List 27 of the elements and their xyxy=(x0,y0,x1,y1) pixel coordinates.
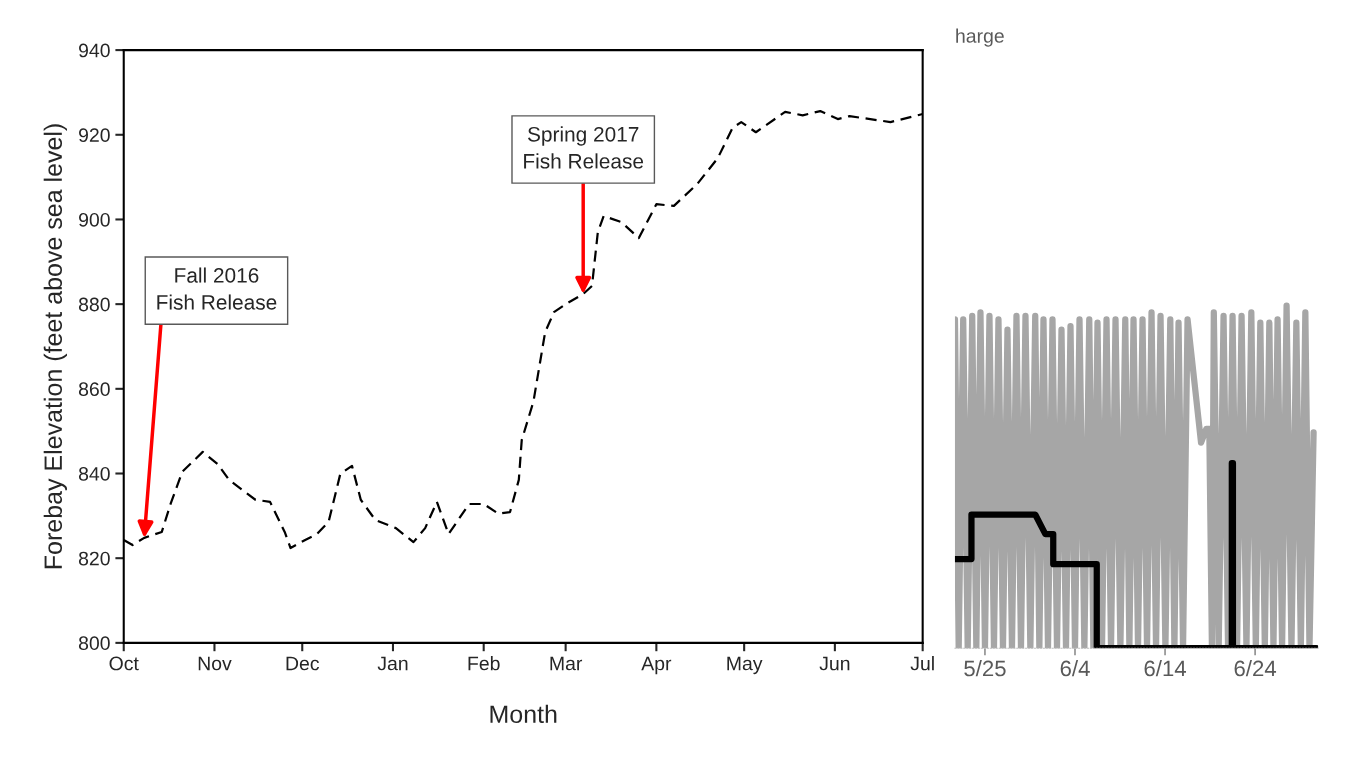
x-tick-label: Nov xyxy=(198,656,232,671)
y-axis-title: Forebay Elevation (feet above sea level) xyxy=(43,124,67,569)
y-tick-label: 860 xyxy=(78,382,110,397)
x-tick-label: Feb xyxy=(468,656,500,671)
y-tick-label: 920 xyxy=(79,128,110,143)
y-tick-label: 880 xyxy=(78,297,110,312)
x-tick-label: Jul xyxy=(910,656,934,671)
y-tick-label: 940 xyxy=(79,43,110,58)
x-tick-label: Oct xyxy=(109,656,139,671)
y-tick-label: 900 xyxy=(79,212,110,227)
x-tick-label: 6/14 xyxy=(1144,659,1187,677)
x-tick-label: 6/24 xyxy=(1234,659,1277,677)
x-axis-title: Month xyxy=(490,704,557,724)
annotation: Fall 2016 Fish Release xyxy=(157,267,277,310)
x-tick-label: Mar xyxy=(550,656,583,671)
y-tick-label: 800 xyxy=(78,636,110,651)
chart-title: harge xyxy=(956,28,1004,47)
y-tick-label: 840 xyxy=(78,466,110,481)
y-tick-label: 820 xyxy=(78,551,110,566)
x-tick-label: Jan xyxy=(377,656,408,671)
x-tick-label: May xyxy=(727,656,763,675)
x-tick-label: 6/4 xyxy=(1060,659,1090,677)
x-tick-label: Jun xyxy=(819,656,850,671)
x-tick-label: Dec xyxy=(286,656,320,671)
annotation: Spring 2017 Fish Release xyxy=(524,126,644,169)
x-tick-label: Apr xyxy=(641,656,672,675)
x-tick-label: 5/25 xyxy=(964,659,1006,677)
